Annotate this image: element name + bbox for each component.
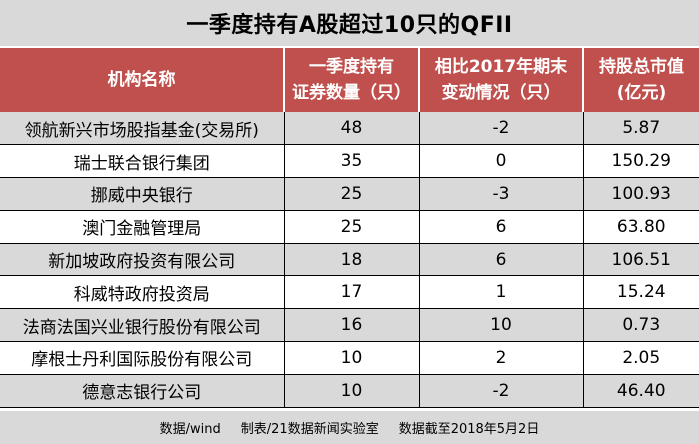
cell-securities-count: 48 [284, 112, 420, 146]
cell-securities-count: 35 [284, 144, 420, 179]
cell-change: 1 [419, 275, 584, 310]
table-row: 摩根士丹利国际股份有限公司 10 2 2.05 [0, 341, 699, 375]
footer-maker: 制表/21数据新闻实验室 [240, 422, 379, 437]
cell-change: -2 [419, 112, 584, 146]
table-row: 瑞士联合银行集团 35 0 150.29 [0, 144, 699, 179]
cell-market-value: 5.87 [583, 112, 699, 146]
header-market-value: 持股总市值 (亿元) [583, 48, 699, 112]
header-securities-count: 一季度持有 证券数量（只） [284, 48, 420, 112]
cell-market-value: 15.24 [583, 275, 699, 310]
header-row: 机构名称 一季度持有 证券数量（只） 相比2017年期末 变动情况（只） 持股总… [0, 48, 699, 112]
cell-change: -2 [419, 374, 584, 408]
cell-change: 0 [419, 144, 584, 179]
cell-institution-name: 摩根士丹利国际股份有限公司 [0, 341, 285, 375]
cell-institution-name: 瑞士联合银行集团 [0, 144, 285, 179]
cell-securities-count: 10 [284, 374, 420, 408]
cell-market-value: 150.29 [583, 144, 699, 179]
cell-change: 10 [419, 308, 584, 343]
table-row: 澳门金融管理局 25 6 63.80 [0, 210, 699, 244]
cell-change: 6 [419, 210, 584, 244]
table-row: 领航新兴市场股指基金(交易所) 48 -2 5.87 [0, 112, 699, 146]
table-row: 德意志银行公司 10 -2 46.40 [0, 374, 699, 408]
cell-securities-count: 16 [284, 308, 420, 343]
cell-institution-name: 德意志银行公司 [0, 374, 285, 408]
cell-change: 2 [419, 341, 584, 375]
cell-securities-count: 18 [284, 243, 420, 277]
table-row: 挪威中央银行 25 -3 100.93 [0, 177, 699, 211]
cell-institution-name: 科威特政府投资局 [0, 275, 285, 310]
cell-securities-count: 10 [284, 341, 420, 375]
cell-institution-name: 法商法国兴业银行股份有限公司 [0, 308, 285, 343]
cell-securities-count: 17 [284, 275, 420, 310]
cell-institution-name: 挪威中央银行 [0, 177, 285, 211]
footer-cutoff: 数据截至2018年5月2日 [398, 422, 540, 437]
cell-institution-name: 澳门金融管理局 [0, 210, 285, 244]
cell-institution-name: 领航新兴市场股指基金(交易所) [0, 112, 285, 146]
table-body: 领航新兴市场股指基金(交易所) 48 -2 5.87 瑞士联合银行集团 35 0 150.29… [0, 112, 699, 408]
cell-market-value: 2.05 [583, 341, 699, 375]
footer-source: 数据/wind [159, 422, 221, 437]
footer-note: 数据/wind 制表/21数据新闻实验室 数据截至2018年5月2日 [0, 411, 699, 444]
cell-securities-count: 25 [284, 177, 420, 211]
cell-change: 6 [419, 243, 584, 277]
table-row: 新加坡政府投资有限公司 18 6 106.51 [0, 243, 699, 277]
cell-securities-count: 25 [284, 210, 420, 244]
table-row: 科威特政府投资局 17 1 15.24 [0, 275, 699, 310]
header-institution-name: 机构名称 [0, 48, 285, 112]
cell-institution-name: 新加坡政府投资有限公司 [0, 243, 285, 277]
table-title: 一季度持有A股超过10只的QFII [0, 0, 699, 48]
table-row: 法商法国兴业银行股份有限公司 16 10 0.73 [0, 308, 699, 343]
cell-change: -3 [419, 177, 584, 211]
cell-market-value: 0.73 [583, 308, 699, 343]
header-change-vs-2017: 相比2017年期末 变动情况（只） [419, 48, 584, 112]
cell-market-value: 46.40 [583, 374, 699, 408]
cell-market-value: 106.51 [583, 243, 699, 277]
qfii-table: 机构名称 一季度持有 证券数量（只） 相比2017年期末 变动情况（只） 持股总… [0, 48, 699, 408]
cell-market-value: 100.93 [583, 177, 699, 211]
cell-market-value: 63.80 [583, 210, 699, 244]
